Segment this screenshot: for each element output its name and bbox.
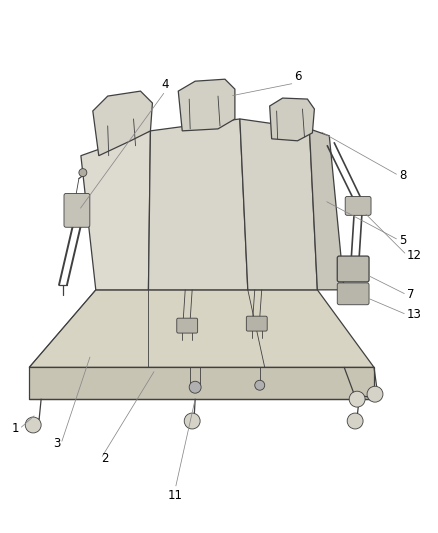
Polygon shape xyxy=(29,367,374,399)
Text: 8: 8 xyxy=(399,169,406,182)
Text: 1: 1 xyxy=(12,423,19,435)
Text: 6: 6 xyxy=(294,70,302,83)
Polygon shape xyxy=(270,98,314,141)
Circle shape xyxy=(367,386,383,402)
Polygon shape xyxy=(148,119,248,290)
FancyBboxPatch shape xyxy=(345,197,371,215)
Text: 3: 3 xyxy=(53,438,61,450)
Text: 11: 11 xyxy=(168,489,183,502)
Polygon shape xyxy=(309,129,344,290)
Polygon shape xyxy=(81,131,150,290)
Text: 4: 4 xyxy=(162,78,169,91)
Polygon shape xyxy=(93,91,152,156)
Circle shape xyxy=(347,413,363,429)
FancyBboxPatch shape xyxy=(337,256,369,282)
FancyBboxPatch shape xyxy=(177,318,198,333)
FancyBboxPatch shape xyxy=(337,283,369,305)
Circle shape xyxy=(79,168,87,176)
Circle shape xyxy=(25,417,41,433)
Polygon shape xyxy=(240,119,318,290)
Text: 12: 12 xyxy=(407,248,422,262)
Text: 13: 13 xyxy=(407,308,422,321)
Text: 2: 2 xyxy=(101,453,108,465)
Text: 5: 5 xyxy=(399,233,406,247)
Text: 7: 7 xyxy=(407,288,414,301)
Circle shape xyxy=(349,391,365,407)
Circle shape xyxy=(189,381,201,393)
FancyBboxPatch shape xyxy=(246,316,267,331)
Circle shape xyxy=(255,380,265,390)
FancyBboxPatch shape xyxy=(64,193,90,227)
Polygon shape xyxy=(29,290,374,367)
Circle shape xyxy=(184,413,200,429)
Polygon shape xyxy=(178,79,235,131)
